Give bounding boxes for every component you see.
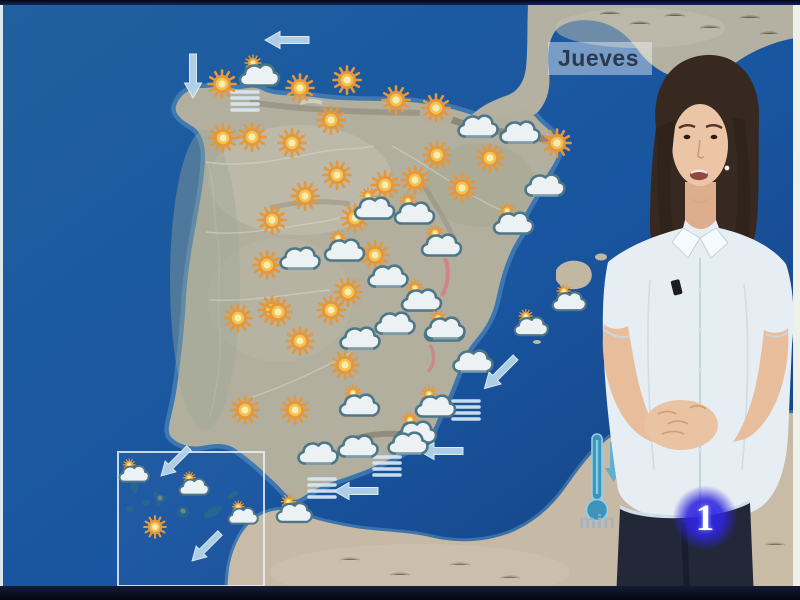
frame-bottom-band (0, 586, 800, 600)
frame-right-strip (793, 5, 800, 586)
channel-logo: 1 (672, 485, 738, 551)
min-label: min (579, 512, 616, 533)
channel-logo-text: 1 (695, 497, 715, 539)
day-label-text: Jueves (558, 45, 640, 71)
earring (724, 165, 730, 171)
presenter-hands (644, 400, 718, 450)
thermometer-down-icon (585, 433, 622, 522)
terrain-marks (426, 257, 450, 374)
frame-left-strip (0, 5, 3, 586)
min-temperature-indicator: min (576, 428, 636, 544)
day-label: Jueves (548, 42, 652, 75)
frame-top-band (0, 0, 800, 5)
clip-microphone (670, 279, 683, 296)
